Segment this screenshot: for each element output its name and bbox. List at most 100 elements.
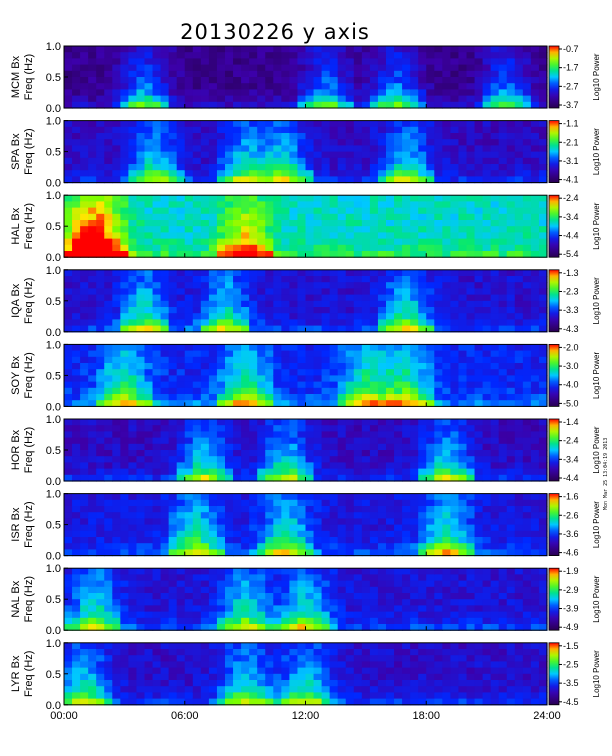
spectrogram-cell [80,64,89,72]
spectrogram-cell [208,462,218,470]
spectrogram-cell [386,574,395,582]
spectrogram-cell [418,70,427,78]
spectrogram-cell [225,83,234,90]
spectrogram-cell [353,207,363,215]
spectrogram-cell [321,381,331,389]
spectrogram-cell [402,468,411,476]
spectrogram-cell [458,195,468,202]
spectrogram-cell [394,400,403,407]
spectrogram-cell [168,251,178,258]
spectrogram-cell [96,537,105,544]
spectrogram-cell [144,238,154,246]
spectrogram-cell [402,462,411,470]
spectrogram-cell [136,462,146,470]
spectrogram-cell [168,157,178,165]
spectrogram-cell [329,244,339,252]
spectrogram-cell [482,431,492,439]
spectrogram-cell [514,611,524,619]
spectrogram-cell [353,151,363,159]
spectrogram-cell [297,437,307,445]
spectrogram-cell [345,574,355,582]
spectrogram-cell [369,580,379,588]
spectrogram-cell [514,450,524,457]
spectrogram-cell [353,524,363,532]
spectrogram-cell [128,431,138,439]
spectrogram-cell [305,611,315,619]
spectrogram-cell [289,151,299,159]
spectrogram-cell [458,313,468,320]
spectrogram-cell [136,350,146,358]
spectrogram-cell [305,120,315,128]
spectrogram-cell [305,387,315,395]
spectrogram-cell [72,543,81,550]
spectrogram-cell [88,617,97,625]
spectrogram-cell [305,207,315,215]
spectrogram-cell [241,611,250,619]
spectrogram-cell [321,195,331,202]
spectrogram-cell [386,524,395,532]
spectrogram-cell [410,70,419,78]
spectrogram-cell [297,282,307,289]
spectrogram-cell [168,599,178,606]
spectrogram-cell [377,381,387,389]
spectrogram-cell [136,220,146,227]
spectrogram-cell [514,307,524,314]
spectrogram-cell [273,574,282,582]
spectrogram-cell [144,425,154,432]
spectrogram-cell [514,624,524,631]
spectrogram-cell [474,624,484,631]
spectrogram-cell [168,568,178,575]
spectrogram-cell [176,77,186,84]
spectrogram-cell [168,52,178,59]
spectrogram-cell [369,356,379,364]
spectrogram-cell [265,456,274,463]
spectrogram-cell [506,624,516,631]
spectrogram-cell [514,220,524,227]
spectrogram-cell [450,126,460,134]
spectrogram-cell [530,319,540,327]
spectrogram-cell [249,307,258,314]
spectrogram-cell [530,300,540,308]
spectrogram-cell [104,300,113,308]
spectrogram-cell [426,319,435,327]
spectrogram-cell [313,431,323,439]
spectrogram-cell [144,617,154,625]
spectrogram-cell [466,605,476,613]
spectrogram-cell [394,77,403,84]
spectrogram-cell [377,126,387,134]
spectrogram-cell [120,269,129,277]
spectrogram-cell [72,294,81,302]
spectrogram-cell [144,157,154,165]
spectrogram-cell [498,537,508,544]
spectrogram-cell [410,313,419,320]
spectrogram-cell [152,89,162,97]
spectrogram-cell [273,419,282,426]
spectrogram-cell [249,363,258,370]
spectrogram-cell [80,89,89,97]
spectrogram-cell [353,617,363,625]
spectrogram-cell [249,238,258,246]
spectrogram-cell [225,537,234,544]
spectrogram-cell [144,46,154,53]
spectrogram-cell [144,145,154,153]
spectrogram-cell [297,580,307,588]
spectrogram-cell [458,381,468,389]
spectrogram-cell [88,593,97,600]
spectrogram-cell [208,580,218,588]
spectrogram-cell [410,307,419,314]
spectrogram-cell [96,276,105,283]
spectrogram-cell [176,157,186,165]
spectrogram-cell [369,375,379,383]
spectrogram-cell [144,201,154,209]
spectrogram-cell [64,437,73,445]
spectrogram-cell [522,586,532,594]
spectrogram-cell [418,593,427,600]
spectrogram-cell [506,126,516,134]
spectrogram-cell [434,89,443,97]
spectrogram-cell [241,375,250,383]
spectrogram-cell [216,201,226,209]
spectrogram-cell [466,443,476,451]
spectrogram-cell [498,244,508,252]
spectrogram-cell [233,220,242,227]
spectrogram-cell [482,462,492,470]
